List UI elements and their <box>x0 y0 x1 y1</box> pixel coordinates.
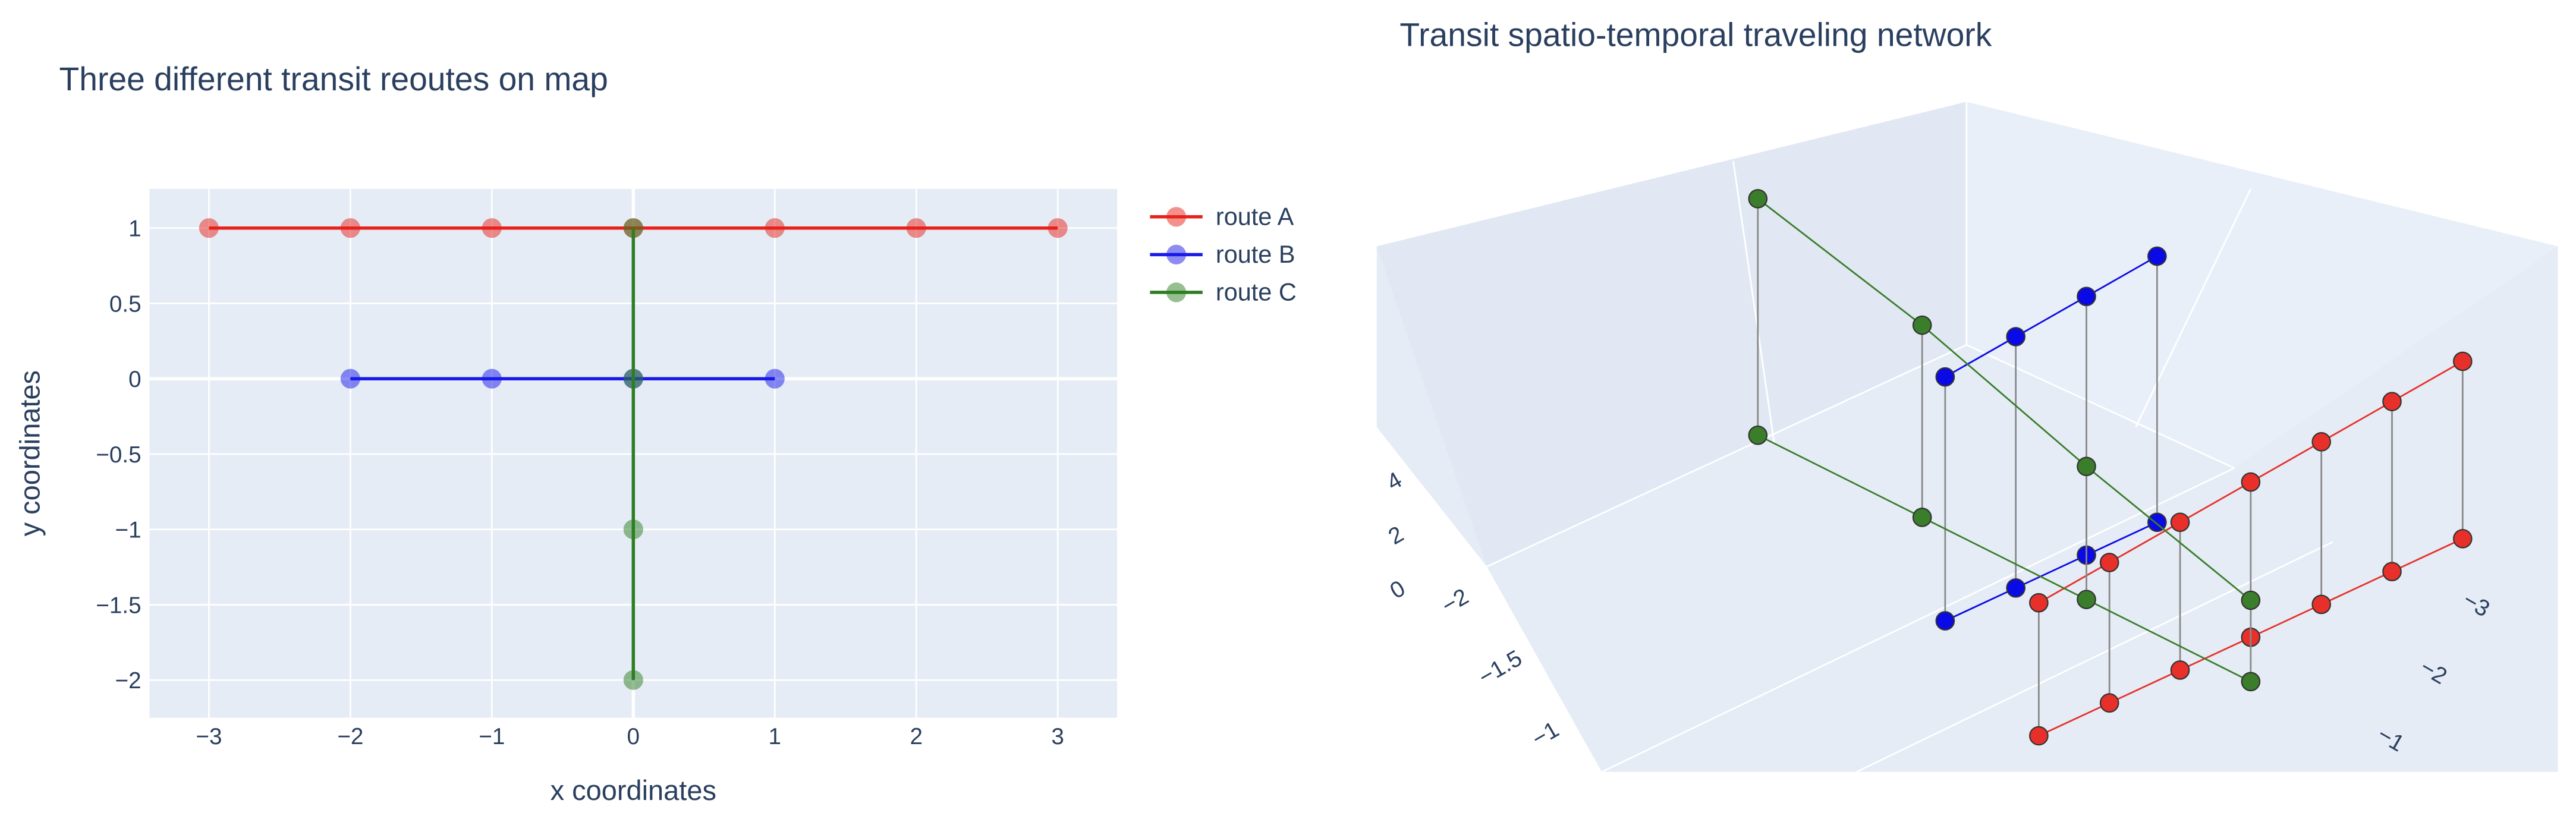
y-tick-label: −0.5 <box>96 442 141 468</box>
x-tick-label: 2 <box>910 724 923 749</box>
legend-marker <box>1166 207 1187 227</box>
stop-marker <box>2077 456 2096 477</box>
stop-marker <box>2453 529 2473 549</box>
y-axis-title: y coordinates <box>14 370 45 536</box>
legend-marker <box>1166 244 1187 264</box>
pane-edge <box>1732 160 1775 444</box>
scene <box>1376 102 2558 772</box>
y-tick-label: −1.5 <box>1474 645 1527 690</box>
y-tick-label: 0 <box>128 367 141 392</box>
stop-marker <box>2382 392 2402 411</box>
stop-marker <box>2311 432 2331 452</box>
stop-marker <box>1935 611 1955 631</box>
route-line <box>1945 255 2158 378</box>
stop-marker <box>2170 660 2190 680</box>
x-tick-label: −1 <box>479 724 505 749</box>
legend-label: route A <box>1216 203 1294 231</box>
y-tick-label: −1.5 <box>96 593 141 618</box>
z-tick-label: 4 <box>1382 467 1406 496</box>
x-tick-label: 0 <box>627 724 640 749</box>
stop-marker <box>1748 189 1768 209</box>
pane-edge <box>1856 541 2333 772</box>
stop-marker <box>2077 590 2096 609</box>
stop-marker <box>1048 218 1068 238</box>
x-axis-title: x coordinates <box>551 774 716 806</box>
y-tick-label: −2 <box>1438 584 1473 619</box>
x-tick-label: −3 <box>196 724 222 749</box>
stop-marker <box>2241 472 2261 492</box>
legend-label: route C <box>1216 278 1297 306</box>
stop-marker <box>340 368 360 389</box>
stop-marker <box>906 218 926 238</box>
stop-marker <box>2382 562 2402 581</box>
route-line <box>1757 198 2251 601</box>
stop-marker <box>340 218 360 238</box>
y-tick-label: −1 <box>1528 717 1564 752</box>
stop-marker <box>2077 286 2096 307</box>
stop-marker <box>2099 553 2119 572</box>
stop-marker <box>623 218 643 238</box>
network <box>1748 189 2473 746</box>
route-line <box>1757 434 2251 683</box>
stop-marker <box>2241 590 2261 610</box>
pane-edge <box>1966 344 2235 469</box>
stop-marker <box>2453 351 2473 371</box>
legend-marker <box>1166 282 1187 303</box>
y-tick-label: −2 <box>115 668 141 694</box>
pane-wall <box>1966 102 2558 468</box>
x-tick-label: 3 <box>1051 724 1064 749</box>
stop-marker <box>765 218 785 238</box>
stop-marker <box>2029 593 2049 613</box>
z-tick-label: 0 <box>1386 575 1410 604</box>
stop-marker <box>623 368 643 389</box>
stop-marker <box>623 670 643 690</box>
legend-label: route B <box>1216 240 1295 268</box>
stop-marker <box>2006 578 2025 598</box>
stop-marker <box>2170 512 2190 533</box>
stop-marker <box>482 368 502 389</box>
pane-edge <box>2135 188 2252 428</box>
y-tick-label: 1 <box>128 216 141 242</box>
stop-marker <box>199 218 219 238</box>
route-line <box>1945 521 2157 622</box>
z-tick-label: 2 <box>1384 521 1408 550</box>
stop-marker <box>2311 594 2331 615</box>
stop-marker <box>482 218 502 238</box>
x-tick-label: 1 <box>768 724 781 749</box>
pane-edge <box>1486 344 1967 568</box>
route-map: Three different transit reoutes on map x … <box>14 61 1296 806</box>
stop-marker <box>1912 315 1932 335</box>
stop-marker <box>2099 693 2119 713</box>
stop-marker <box>1935 367 1955 387</box>
x-tick-label: −2 <box>337 724 363 749</box>
y-tick-label: 0.5 <box>109 291 141 317</box>
stop-marker <box>2029 726 2049 746</box>
stop-marker <box>2147 246 2167 266</box>
chart-title: Transit spatio-temporal traveling networ… <box>1399 16 1992 53</box>
stop-marker <box>1748 425 1768 445</box>
stop-marker <box>765 368 785 389</box>
pane-edge <box>1601 467 2235 772</box>
stop-marker <box>2006 327 2025 346</box>
stop-marker <box>2241 672 2261 692</box>
stop-marker <box>623 519 643 540</box>
pane-wall <box>1376 102 1967 567</box>
y-tick-label: −1 <box>115 518 141 543</box>
stop-marker <box>1912 508 1932 527</box>
chart-title: Three different transit reoutes on map <box>59 61 608 97</box>
